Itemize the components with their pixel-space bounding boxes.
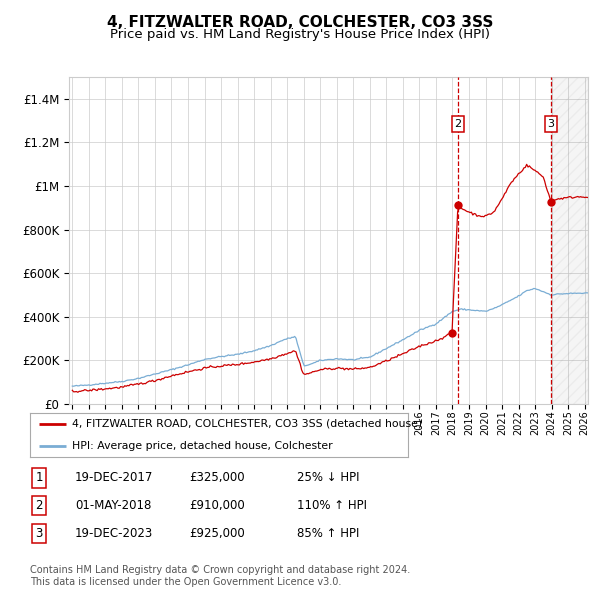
Text: 85% ↑ HPI: 85% ↑ HPI — [297, 527, 359, 540]
Text: 3: 3 — [548, 119, 554, 129]
Text: 2: 2 — [35, 499, 43, 512]
Text: 4, FITZWALTER ROAD, COLCHESTER, CO3 3SS (detached house): 4, FITZWALTER ROAD, COLCHESTER, CO3 3SS … — [71, 419, 422, 428]
Bar — [551, 77, 595, 404]
Text: HPI: Average price, detached house, Colchester: HPI: Average price, detached house, Colc… — [71, 441, 332, 451]
Text: 19-DEC-2023: 19-DEC-2023 — [75, 527, 153, 540]
Text: £925,000: £925,000 — [189, 527, 245, 540]
Text: £325,000: £325,000 — [189, 471, 245, 484]
Text: 1: 1 — [35, 471, 43, 484]
Text: Contains HM Land Registry data © Crown copyright and database right 2024.
This d: Contains HM Land Registry data © Crown c… — [30, 565, 410, 587]
Text: 25% ↓ HPI: 25% ↓ HPI — [297, 471, 359, 484]
Text: 110% ↑ HPI: 110% ↑ HPI — [297, 499, 367, 512]
Text: Price paid vs. HM Land Registry's House Price Index (HPI): Price paid vs. HM Land Registry's House … — [110, 28, 490, 41]
Text: 19-DEC-2017: 19-DEC-2017 — [75, 471, 154, 484]
Text: 2: 2 — [454, 119, 461, 129]
Text: 3: 3 — [35, 527, 43, 540]
Text: 01-MAY-2018: 01-MAY-2018 — [75, 499, 151, 512]
Text: £910,000: £910,000 — [189, 499, 245, 512]
Text: 4, FITZWALTER ROAD, COLCHESTER, CO3 3SS: 4, FITZWALTER ROAD, COLCHESTER, CO3 3SS — [107, 15, 493, 30]
